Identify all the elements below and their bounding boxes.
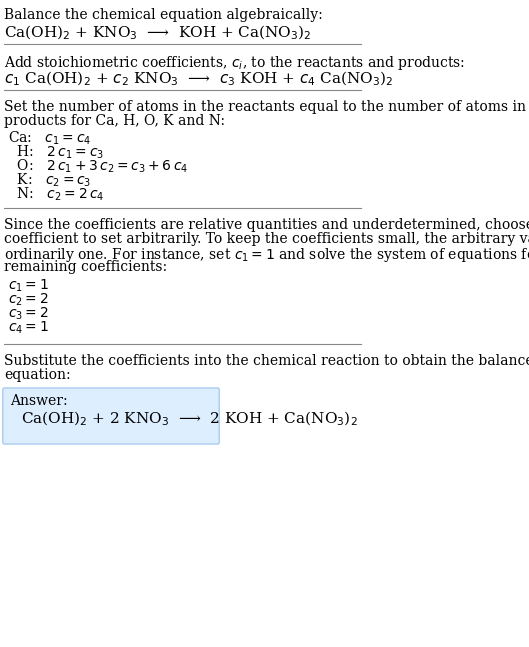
Text: $c_3 = 2$: $c_3 = 2$ (8, 306, 49, 322)
Text: Answer:: Answer: (10, 394, 67, 408)
Text: coefficient to set arbitrarily. To keep the coefficients small, the arbitrary va: coefficient to set arbitrarily. To keep … (4, 232, 529, 246)
Text: Since the coefficients are relative quantities and underdetermined, choose a: Since the coefficients are relative quan… (4, 218, 529, 232)
Text: remaining coefficients:: remaining coefficients: (4, 260, 167, 274)
Text: Add stoichiometric coefficients, $c_i$, to the reactants and products:: Add stoichiometric coefficients, $c_i$, … (4, 54, 465, 72)
FancyBboxPatch shape (3, 388, 219, 444)
Text: Set the number of atoms in the reactants equal to the number of atoms in the: Set the number of atoms in the reactants… (4, 100, 529, 114)
Text: K:   $c_2 = c_3$: K: $c_2 = c_3$ (8, 172, 92, 190)
Text: Balance the chemical equation algebraically:: Balance the chemical equation algebraica… (4, 8, 323, 22)
Text: Ca:   $c_1 = c_4$: Ca: $c_1 = c_4$ (8, 130, 92, 148)
Text: Ca(OH)$_2$ + KNO$_3$  ⟶  KOH + Ca(NO$_3$)$_2$: Ca(OH)$_2$ + KNO$_3$ ⟶ KOH + Ca(NO$_3$)$… (4, 24, 312, 43)
Text: Substitute the coefficients into the chemical reaction to obtain the balanced: Substitute the coefficients into the che… (4, 354, 529, 368)
Text: O:   $2\,c_1 + 3\,c_2 = c_3 + 6\,c_4$: O: $2\,c_1 + 3\,c_2 = c_3 + 6\,c_4$ (8, 158, 188, 175)
Text: Ca(OH)$_2$ + 2 KNO$_3$  ⟶  2 KOH + Ca(NO$_3$)$_2$: Ca(OH)$_2$ + 2 KNO$_3$ ⟶ 2 KOH + Ca(NO$_… (21, 410, 358, 428)
Text: $c_2 = 2$: $c_2 = 2$ (8, 292, 49, 309)
Text: N:   $c_2 = 2\,c_4$: N: $c_2 = 2\,c_4$ (8, 186, 105, 203)
Text: $c_4 = 1$: $c_4 = 1$ (8, 320, 49, 336)
Text: $c_1$ Ca(OH)$_2$ + $c_2$ KNO$_3$  ⟶  $c_3$ KOH + $c_4$ Ca(NO$_3$)$_2$: $c_1$ Ca(OH)$_2$ + $c_2$ KNO$_3$ ⟶ $c_3$… (4, 70, 394, 89)
Text: ordinarily one. For instance, set $c_1 = 1$ and solve the system of equations fo: ordinarily one. For instance, set $c_1 =… (4, 246, 529, 264)
Text: $c_1 = 1$: $c_1 = 1$ (8, 278, 49, 294)
Text: equation:: equation: (4, 368, 71, 382)
Text: products for Ca, H, O, K and N:: products for Ca, H, O, K and N: (4, 114, 225, 128)
Text: H:   $2\,c_1 = c_3$: H: $2\,c_1 = c_3$ (8, 144, 104, 161)
